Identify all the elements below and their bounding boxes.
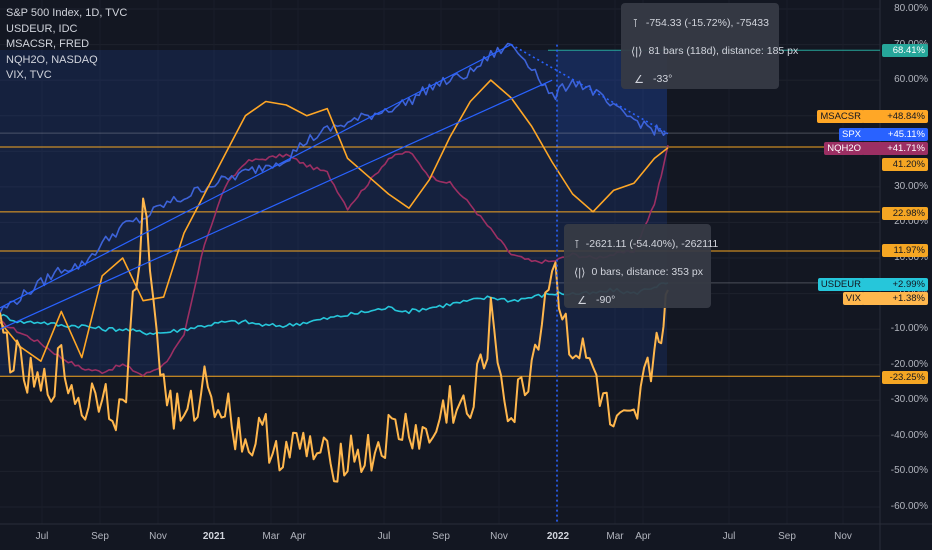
badge-name-nqh2o: NQH2O [824, 141, 864, 155]
measure-area [0, 50, 667, 377]
badge-name-spx: SPX [838, 127, 864, 141]
x-tick-label: Jul [35, 531, 49, 542]
trend-line [0, 79, 553, 330]
measure-fills [0, 50, 667, 377]
x-tick-label: Sep [432, 531, 450, 542]
trend-line [0, 44, 512, 309]
nqh2o-line [0, 145, 669, 377]
x-tick-label: Nov [834, 531, 852, 542]
bars-icon: ⟨|⟩ [631, 45, 643, 58]
tooltip-angle: -33° [653, 73, 673, 85]
y-tick-label: -10.00% [890, 323, 928, 335]
y-tick-label: 60.00% [894, 74, 928, 86]
badge-name-vix: VIX [842, 291, 864, 305]
y-tick-label: 20.00% [894, 216, 928, 228]
hline-label: 68.41% [882, 43, 928, 57]
measure-tooltip-1: ⊺ -754.33 (-15.72%), -75433 ⟨|⟩ 81 bars (1… [621, 3, 798, 89]
tooltip-angle: -90° [596, 294, 616, 306]
x-tick-label: 2021 [202, 531, 226, 542]
badge-vix: +1.38% [862, 291, 928, 305]
hline-label: -23.25% [882, 370, 928, 384]
x-tick-label: Jul [377, 531, 391, 542]
badge-nqh2o: +41.71% [862, 141, 928, 155]
legend-entry[interactable]: S&P 500 Index, 1D, TVC [6, 7, 128, 19]
y-tick-label: -50.00% [890, 465, 928, 477]
y-tick-label: -20.00% [890, 358, 928, 370]
vix-line [0, 197, 669, 483]
x-tick-label: Mar [262, 531, 280, 542]
angle-icon: ∠ [577, 294, 587, 307]
x-tick-label: Sep [91, 531, 109, 542]
spx-line [0, 42, 669, 314]
bars-icon: ⟨|⟩ [574, 266, 586, 279]
tooltip-range: -754.33 (-15.72%), -75433 [645, 17, 769, 29]
x-tick-label: Nov [490, 531, 508, 542]
range-icon: ⊺ [632, 17, 639, 30]
y-tick-label: -60.00% [890, 501, 928, 512]
tooltip-bars: 81 bars (118d), distance: 185 px [648, 45, 799, 57]
y-tick-label: 80.00% [894, 3, 928, 14]
badge-name-usdeur: USDEUR [817, 277, 864, 291]
x-tick-label: Apr [290, 531, 306, 542]
x-tick-label: Jul [722, 531, 736, 542]
legend: S&P 500 Index, 1D, TVC USDEUR, IDC MSACSR,… [6, 6, 127, 84]
x-tick-label: Nov [149, 531, 167, 542]
x-tick-label: Sep [778, 531, 796, 542]
badge-msacsr: +48.84% [862, 109, 928, 123]
legend-entry[interactable]: MSACSR, FRED [6, 38, 90, 50]
series-lines [0, 42, 669, 483]
range-icon: ⊺ [574, 238, 580, 251]
measure-line [510, 43, 669, 135]
angle-icon: ∠ [634, 73, 644, 86]
hline-label: 41.20% [882, 157, 928, 171]
x-tick-label: Apr [635, 531, 651, 542]
hline-label: 22.98% [882, 206, 928, 220]
legend-entry[interactable]: USDEUR, IDC [6, 22, 78, 35]
legend-entry[interactable]: VIX, TVC [6, 69, 52, 81]
badge-spx: +45.11% [862, 127, 928, 141]
x-tick-label: Mar [606, 531, 624, 542]
usdeur-line [0, 282, 669, 336]
drawing-tools [0, 43, 669, 524]
y-tick-label: -30.00% [890, 394, 928, 406]
badge-usdeur: +2.99% [862, 277, 928, 291]
tooltip-bars: 0 bars, distance: 353 px [591, 266, 703, 278]
tooltip-range: -2621.11 (-54.40%), -262111 [585, 238, 719, 250]
hline-label: 11.97% [882, 243, 928, 257]
badge-name-msacsr: MSACSR [817, 109, 864, 123]
y-tick-label: 10.00% [894, 252, 928, 263]
legend-entry[interactable]: NQH2O, NASDAQ [6, 53, 98, 66]
x-tick-label: 2022 [546, 531, 570, 542]
y-tick-label: -40.00% [890, 429, 928, 441]
y-tick-label: 30.00% [894, 180, 928, 192]
measure-tooltip-2: ⊺ -2621.11 (-54.40%), -262111 ⟨|⟩ 0 bars, … [564, 224, 718, 308]
